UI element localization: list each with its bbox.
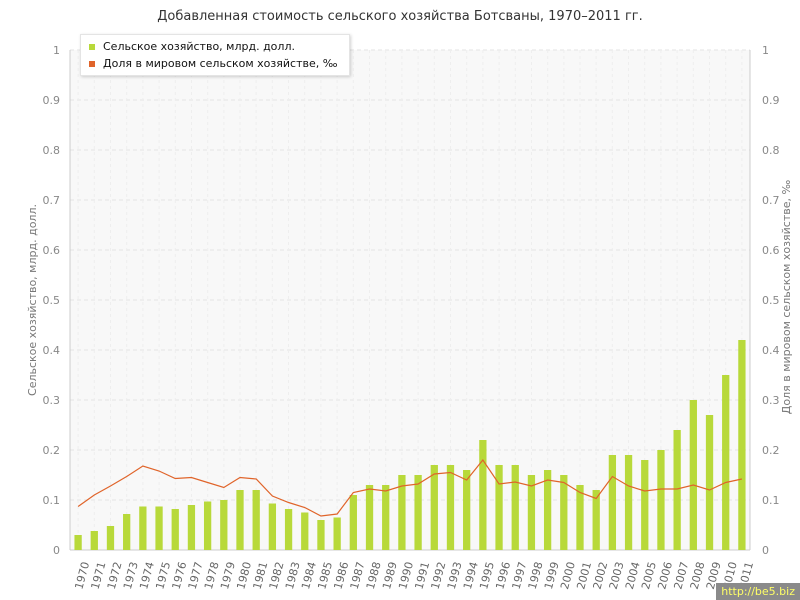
right-tick-label: 0 <box>762 544 769 557</box>
bar-1998 <box>527 475 536 550</box>
bar-2000 <box>560 475 568 550</box>
right-tick-label: 0.7 <box>762 194 780 207</box>
bar-1977 <box>187 505 196 550</box>
right-tick-label: 0.3 <box>762 394 780 407</box>
legend-label-bars: Сельское хозяйство, млрд. долл. <box>103 40 295 53</box>
bar-1974 <box>139 506 147 550</box>
left-tick-label: 0.5 <box>43 294 61 307</box>
bar-1995 <box>479 440 487 550</box>
bar-1987 <box>349 495 357 550</box>
bar-1993 <box>446 465 455 550</box>
bar-1990 <box>398 475 406 550</box>
chart-title: Добавленная стоимость сельского хозяйств… <box>157 9 643 24</box>
legend-swatch-line <box>89 60 95 67</box>
right-tick-label: 0.4 <box>762 344 780 357</box>
bar-2001 <box>576 485 584 550</box>
legend-item-bars: Сельское хозяйство, млрд. долл. <box>89 38 337 55</box>
y-axis-label-right: Доля в мировом сельском хозяйстве, ‰ <box>780 180 793 415</box>
y-axis-label-left: Сельское хозяйство, млрд. долл. <box>26 204 39 396</box>
bar-2005 <box>641 460 649 550</box>
left-tick-label: 0.9 <box>43 94 61 107</box>
bar-2011 <box>738 340 746 550</box>
bar-1988 <box>365 485 374 550</box>
bar-series <box>74 340 746 550</box>
left-tick-label: 0.1 <box>43 494 61 507</box>
x-axis-tick-labels: 1970197119721973197419751976197719781979… <box>72 560 756 590</box>
right-tick-label: 0.1 <box>762 494 780 507</box>
left-tick-label: 0.8 <box>43 144 61 157</box>
bar-1976 <box>171 509 179 550</box>
bar-2002 <box>592 490 600 550</box>
left-tick-label: 1 <box>53 44 60 57</box>
bar-1982 <box>268 503 277 550</box>
left-axis-tick-labels: 0 0.1 0.2 0.3 0.4 0.5 0.6 0.7 0.8 0.9 1 <box>43 44 61 557</box>
legend: Сельское хозяйство, млрд. долл. Доля в м… <box>80 34 351 76</box>
left-tick-label: 0.2 <box>43 444 61 457</box>
bar-1970 <box>74 535 82 550</box>
right-axis-tick-labels: 0 0.1 0.2 0.3 0.4 0.5 0.6 0.7 0.8 0.9 1 <box>762 44 780 557</box>
bar-1986 <box>333 517 341 550</box>
watermark-link[interactable]: http://be5.biz <box>716 583 800 600</box>
bar-1985 <box>317 520 325 550</box>
bar-2010 <box>722 375 730 550</box>
bar-1975 <box>155 506 163 550</box>
bar-1973 <box>123 514 131 550</box>
bar-1989 <box>382 485 390 550</box>
bar-1979 <box>220 500 228 550</box>
share-line <box>77 458 743 517</box>
bar-2007 <box>673 430 681 550</box>
legend-item-line: Доля в мировом сельском хозяйстве, ‰ <box>89 55 337 72</box>
left-tick-label: 0.4 <box>43 344 61 357</box>
line-series <box>77 458 743 517</box>
bar-2009 <box>705 415 714 550</box>
bar-1972 <box>106 526 115 550</box>
bar-1992 <box>430 465 438 550</box>
bar-1978 <box>203 501 212 550</box>
bar-2008 <box>689 400 697 550</box>
bar-1971 <box>90 531 98 550</box>
legend-swatch-bars <box>89 43 95 50</box>
horizontal-gridlines <box>70 49 750 501</box>
bar-1994 <box>463 470 471 550</box>
bar-1997 <box>511 465 519 550</box>
left-tick-label: 0 <box>53 544 60 557</box>
right-tick-label: 1 <box>762 44 769 57</box>
bar-1980 <box>236 490 244 550</box>
bar-2004 <box>624 455 633 550</box>
right-tick-label: 0.8 <box>762 144 780 157</box>
right-tick-label: 0.9 <box>762 94 780 107</box>
right-tick-label: 0.5 <box>762 294 780 307</box>
bar-1999 <box>543 470 552 550</box>
bar-1984 <box>301 512 309 550</box>
bar-2006 <box>657 450 665 550</box>
right-tick-label: 0.6 <box>762 244 780 257</box>
legend-label-line: Доля в мировом сельском хозяйстве, ‰ <box>103 57 338 70</box>
right-tick-label: 0.2 <box>762 444 780 457</box>
bar-1991 <box>414 475 422 550</box>
bar-1981 <box>252 490 260 550</box>
bar-1996 <box>495 465 503 550</box>
left-tick-label: 0.6 <box>43 244 61 257</box>
left-tick-label: 0.3 <box>43 394 61 407</box>
left-tick-label: 0.7 <box>43 194 61 207</box>
bar-1983 <box>284 509 293 550</box>
bar-2003 <box>608 455 617 550</box>
